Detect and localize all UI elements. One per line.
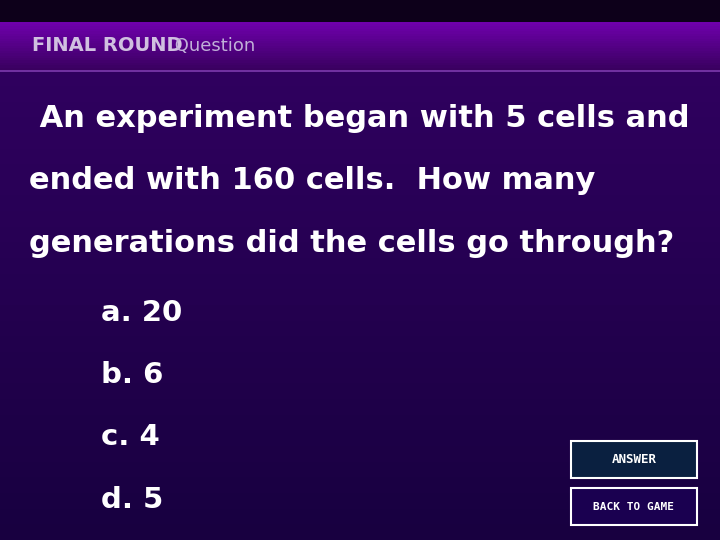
FancyBboxPatch shape [0,383,720,399]
FancyBboxPatch shape [0,53,720,56]
FancyBboxPatch shape [0,50,720,53]
FancyBboxPatch shape [0,58,720,60]
FancyBboxPatch shape [0,132,720,149]
FancyBboxPatch shape [0,320,720,336]
FancyBboxPatch shape [0,430,720,446]
FancyBboxPatch shape [0,65,720,68]
FancyBboxPatch shape [0,242,720,258]
FancyBboxPatch shape [0,45,720,49]
FancyBboxPatch shape [0,399,720,415]
FancyBboxPatch shape [0,508,720,524]
FancyBboxPatch shape [0,477,720,493]
FancyBboxPatch shape [0,258,720,274]
Text: a. 20: a. 20 [101,299,182,327]
FancyBboxPatch shape [0,289,720,305]
Text: ended with 160 cells.  How many: ended with 160 cells. How many [29,166,595,195]
FancyBboxPatch shape [0,38,720,41]
FancyBboxPatch shape [0,48,720,51]
FancyBboxPatch shape [0,0,720,22]
FancyBboxPatch shape [0,43,720,46]
FancyBboxPatch shape [571,488,697,525]
FancyBboxPatch shape [0,148,720,164]
FancyBboxPatch shape [571,441,697,478]
FancyBboxPatch shape [0,273,720,289]
FancyBboxPatch shape [0,179,720,195]
FancyBboxPatch shape [0,68,720,70]
Text: An experiment began with 5 cells and: An experiment began with 5 cells and [29,104,689,133]
Text: b. 6: b. 6 [101,361,163,389]
FancyBboxPatch shape [0,367,720,383]
FancyBboxPatch shape [0,26,720,29]
Text: ANSWER: ANSWER [611,453,657,466]
FancyBboxPatch shape [0,117,720,133]
Text: c. 4: c. 4 [101,423,160,451]
FancyBboxPatch shape [0,23,720,26]
FancyBboxPatch shape [0,70,720,86]
FancyBboxPatch shape [0,524,720,540]
FancyBboxPatch shape [0,36,720,39]
FancyBboxPatch shape [0,85,720,102]
Text: FINAL ROUND: FINAL ROUND [32,36,183,56]
FancyBboxPatch shape [0,414,720,430]
FancyBboxPatch shape [0,461,720,477]
FancyBboxPatch shape [0,55,720,58]
FancyBboxPatch shape [0,101,720,117]
Text: d. 5: d. 5 [101,485,163,514]
FancyBboxPatch shape [0,60,720,63]
FancyBboxPatch shape [0,492,720,509]
FancyBboxPatch shape [0,446,720,462]
Text: generations did the cells go through?: generations did the cells go through? [29,228,674,258]
FancyBboxPatch shape [0,33,720,36]
FancyBboxPatch shape [0,21,720,24]
FancyBboxPatch shape [0,31,720,33]
FancyBboxPatch shape [0,164,720,180]
FancyBboxPatch shape [0,62,720,65]
FancyBboxPatch shape [0,195,720,211]
FancyBboxPatch shape [0,352,720,368]
FancyBboxPatch shape [0,40,720,44]
Text: Question: Question [169,37,256,55]
FancyBboxPatch shape [0,226,720,242]
FancyBboxPatch shape [0,29,720,31]
Text: BACK TO GAME: BACK TO GAME [593,502,675,511]
FancyBboxPatch shape [0,336,720,352]
FancyBboxPatch shape [0,211,720,227]
FancyBboxPatch shape [0,70,720,72]
FancyBboxPatch shape [0,305,720,321]
